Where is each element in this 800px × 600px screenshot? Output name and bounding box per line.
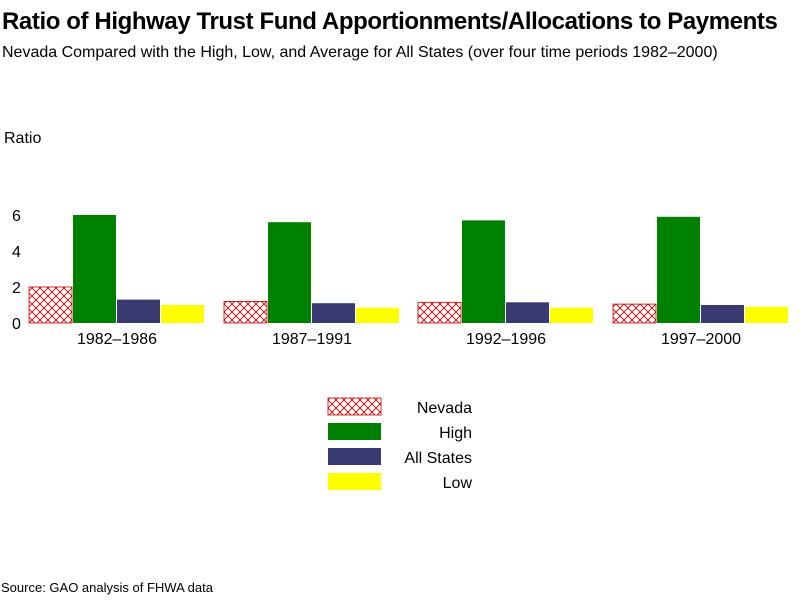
bar-high: [657, 216, 700, 323]
legend-label: High: [439, 425, 472, 442]
bar-nevada: [417, 301, 462, 324]
chart-title: Ratio of Highway Trust Fund Apportionmen…: [2, 8, 778, 35]
legend-swatch-all-states: [328, 448, 381, 465]
bar-all-states: [312, 303, 355, 323]
bar-all-states: [117, 299, 160, 323]
bar-low: [356, 307, 399, 323]
x-tick-label: 1992–1996: [466, 331, 546, 348]
source-note: Source: GAO analysis of FHWA data: [1, 580, 213, 595]
legend-swatch-nevada: [327, 397, 382, 416]
bar-all-states: [506, 302, 549, 323]
legend: Nevada High All States Low: [327, 397, 473, 492]
legend-label: Low: [443, 475, 473, 492]
bar-low: [161, 305, 204, 323]
bar-all-states: [701, 305, 744, 323]
y-tick-label: 2: [12, 280, 21, 297]
bar-low: [550, 307, 593, 323]
y-tick-label: 6: [12, 208, 21, 225]
bar-nevada: [612, 303, 657, 324]
legend-label: All States: [404, 450, 472, 467]
bar-high: [268, 222, 311, 323]
bar-nevada: [223, 300, 268, 324]
y-axis-label: Ratio: [4, 130, 41, 147]
y-tick-label: 4: [12, 244, 21, 261]
legend-label: Nevada: [417, 400, 472, 417]
y-axis-ticks: 0 2 4 6: [12, 208, 21, 333]
x-tick-label: 1982–1986: [77, 331, 157, 348]
bar-high: [462, 220, 505, 323]
bar-high: [73, 215, 116, 323]
chart-subtitle: Nevada Compared with the High, Low, and …: [2, 44, 718, 61]
x-axis-ticks: 1982–1986 1987–1991 1992–1996 1997–2000: [77, 331, 741, 348]
legend-swatch-high: [328, 423, 381, 440]
x-tick-label: 1987–1991: [272, 331, 352, 348]
bars: [28, 215, 788, 324]
x-tick-label: 1997–2000: [661, 331, 741, 348]
y-tick-label: 0: [12, 316, 21, 333]
bar-low: [745, 306, 788, 323]
bar-nevada: [28, 286, 73, 324]
legend-swatch-low: [328, 473, 381, 490]
